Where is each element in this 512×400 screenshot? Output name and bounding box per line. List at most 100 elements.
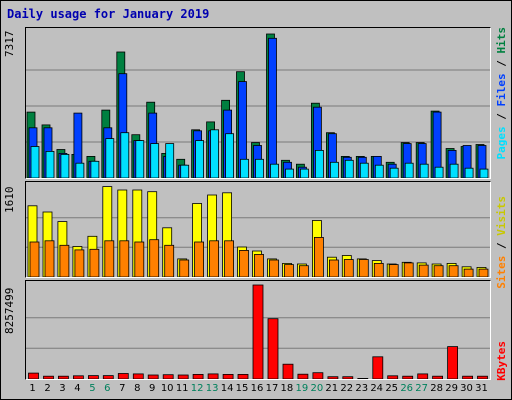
day-label: 11 (175, 383, 189, 394)
sites-bar (164, 244, 175, 277)
sites-bar (74, 249, 85, 277)
day-label: 29 (445, 383, 458, 394)
day-axis: 1 2 3 4 5 6 7 8 9 10 11 12 13 14 15 16 17 18 19 20 21 22 23 24 2… (25, 383, 491, 397)
kbytes-bar (58, 375, 69, 379)
day-label: 27 (415, 383, 428, 394)
legend-hits: Hits (495, 27, 508, 54)
files-bar (402, 143, 412, 178)
kbytes-bar (372, 356, 384, 379)
kbytes-bar (357, 378, 369, 379)
legend-sep-1: / (495, 106, 508, 127)
day-label: 31 (475, 383, 488, 394)
sites-bar (284, 264, 294, 277)
files-bar (417, 143, 427, 178)
sites-bar (298, 265, 309, 277)
sites-bar (343, 259, 354, 277)
pages-bar (45, 151, 55, 178)
kbytes-bar (282, 363, 294, 379)
visits-bar (132, 189, 143, 277)
day-label: 1 (29, 383, 36, 394)
pages-bar (299, 168, 309, 178)
kbytes-bar (342, 376, 354, 379)
visits-bar (117, 189, 128, 277)
pages-bar (359, 162, 369, 178)
files-bar (73, 112, 83, 178)
kbytes-ymax-label: 8257499 (3, 287, 16, 334)
sites-bar (149, 239, 160, 277)
pages-bar (165, 143, 175, 178)
pages-bar (30, 146, 40, 178)
files-bar (462, 145, 472, 178)
day-label: 9 (149, 383, 156, 394)
day-label: 15 (235, 383, 249, 394)
pages-bar (434, 166, 444, 178)
sites-bar (194, 241, 205, 277)
pages-bar (389, 167, 399, 178)
sites-visits-plot (26, 186, 490, 277)
pages-bar (90, 160, 100, 178)
files-bar (268, 37, 277, 178)
kbytes-bar (177, 374, 189, 379)
day-label: 3 (59, 383, 66, 394)
kbytes-bar (207, 373, 219, 379)
kbytes-plot (26, 284, 490, 379)
files-bar (432, 111, 442, 178)
kbytes-bar (432, 375, 444, 379)
sites-visits-panel (25, 181, 491, 278)
pages-bar (374, 164, 384, 178)
sites-bar (403, 262, 414, 277)
sites-bar (239, 250, 249, 277)
hits-ymax-label: 7317 (3, 30, 16, 58)
sites-bar (478, 268, 489, 277)
pages-bar (150, 143, 160, 178)
sites-bar (448, 265, 459, 277)
day-label: 30 (460, 383, 473, 394)
legend-sep-2: / (495, 53, 508, 74)
visits-bar (192, 203, 203, 277)
pages-bar (60, 154, 70, 178)
pages-bar (270, 163, 279, 178)
day-label: 17 (265, 383, 279, 394)
kbytes-bar (28, 372, 39, 379)
kbytes-bar (147, 374, 159, 379)
pages-bar (105, 138, 115, 178)
sites-bar (134, 241, 145, 277)
kbytes-bar (117, 373, 129, 379)
sites-bar (463, 268, 474, 277)
pages-bar (464, 167, 474, 178)
visits-ymax-label: 1610 (3, 186, 16, 214)
legend-files: Files (495, 73, 508, 107)
legend-visits: Visits (495, 196, 508, 236)
visits-bar (207, 194, 218, 277)
day-label: 13 (205, 383, 219, 394)
kbytes-bar (252, 284, 264, 379)
sites-bar (104, 240, 115, 277)
sites-bar (269, 259, 279, 277)
day-label: 5 (89, 383, 96, 394)
day-label: 2 (44, 383, 51, 394)
sites-bar (59, 244, 70, 277)
kbytes-bar (237, 374, 249, 379)
kbytes-bar (267, 318, 279, 379)
kbytes-bar (387, 375, 399, 379)
files-bar (312, 106, 322, 178)
kbytes-bar (327, 376, 339, 379)
day-label: 16 (250, 383, 264, 394)
sites-bar (313, 237, 324, 277)
day-label: 6 (104, 383, 111, 394)
kbytes-bar (132, 373, 144, 379)
day-label: 25 (385, 383, 399, 394)
pages-bar (285, 168, 294, 178)
day-label: 7 (119, 383, 126, 394)
kbytes-bar (102, 375, 114, 379)
files-bar (118, 73, 128, 178)
day-label: 18 (280, 383, 294, 394)
pages-bar (195, 140, 205, 178)
kbytes-panel (25, 280, 491, 380)
pages-bar (120, 132, 130, 178)
legend-sep-3: / (495, 235, 508, 256)
day-label: 4 (74, 383, 81, 394)
kbytes-bar (43, 375, 54, 379)
files-bar (238, 81, 247, 178)
